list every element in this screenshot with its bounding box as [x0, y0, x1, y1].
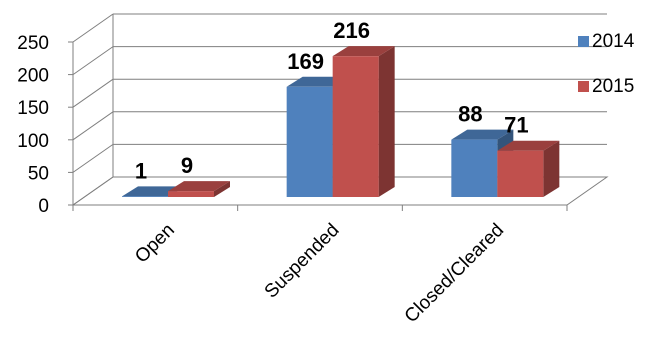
data-labels: 1 9 169 216 88 71	[135, 18, 529, 183]
legend-label: 2014	[592, 31, 635, 52]
legend-label: 2015	[592, 76, 634, 97]
x-axis-categories: Open Suspended Closed/Cleared	[131, 220, 508, 327]
bar-front	[332, 56, 379, 197]
legend-swatch	[578, 81, 589, 92]
y-tick-label: 50	[28, 163, 49, 184]
bar-top	[451, 129, 514, 140]
y-tick-label: 150	[17, 98, 49, 119]
data-label: 88	[458, 102, 482, 127]
bar-2015-open	[168, 181, 230, 197]
bar-2015-closed-cleared	[497, 140, 560, 197]
bars	[122, 46, 560, 197]
category-label: Suspended	[261, 220, 344, 303]
bar-top	[332, 46, 395, 57]
gridline-diagonal	[72, 46, 114, 76]
y-tick-label: 100	[17, 131, 49, 152]
bar-2015-suspended	[332, 46, 395, 197]
y-tick-label: 250	[17, 33, 49, 54]
legend: 2014 2015	[578, 31, 635, 97]
gridline-diagonal	[72, 111, 114, 141]
gridline-diagonal	[72, 13, 114, 43]
data-label: 1	[135, 158, 147, 183]
bar-side	[543, 140, 560, 197]
bar-front	[451, 139, 498, 197]
bar-side	[214, 181, 230, 197]
category-label: Closed/Cleared	[401, 220, 508, 327]
bar-side	[378, 46, 395, 197]
bar-front	[122, 196, 168, 197]
bar-front	[286, 86, 333, 197]
y-tick-label: 0	[38, 196, 49, 217]
legend-swatch	[578, 36, 589, 47]
data-label: 71	[504, 113, 528, 138]
bar-front	[497, 150, 544, 197]
gridline-diagonal	[72, 78, 114, 108]
data-label: 169	[287, 49, 324, 74]
axes	[71, 42, 609, 211]
data-label: 9	[181, 153, 193, 178]
bar-top	[497, 140, 560, 151]
gridline-diagonal	[72, 143, 114, 173]
data-label: 216	[333, 18, 370, 43]
bar-front	[168, 191, 214, 197]
y-tick-label: 200	[17, 66, 49, 87]
category-label: Open	[131, 220, 179, 268]
y-axis-ticks: 0 50 100 150 200 250	[17, 33, 73, 217]
bar-top	[168, 181, 230, 192]
